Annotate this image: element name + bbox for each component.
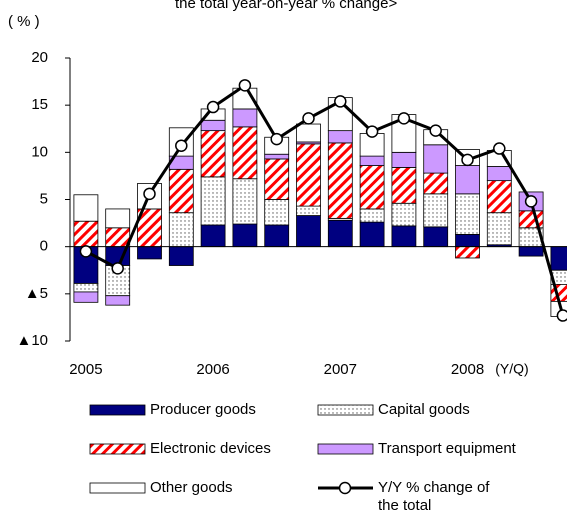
- bar-segment: [168, 246, 194, 266]
- bar-segment: [359, 221, 385, 248]
- bar-segment: [200, 130, 226, 178]
- bar-segment: [296, 205, 321, 216]
- line-marker: [302, 112, 315, 125]
- line-marker: [79, 245, 93, 258]
- bar-segment: [486, 180, 512, 214]
- legend-swatch: [89, 404, 146, 416]
- legend-label: Producer goods: [150, 401, 256, 418]
- legend-swatch: [338, 481, 352, 495]
- bar-segment: [105, 295, 131, 306]
- line-marker: [175, 139, 188, 152]
- bar-segment: [359, 165, 385, 210]
- y-tick-label: 10: [31, 143, 48, 160]
- legend-label: Electronic devices: [150, 440, 271, 457]
- legend-label: Transport equipment: [378, 440, 516, 457]
- bar-segment: [391, 225, 417, 248]
- x-axis-label: (Y/Q): [495, 361, 528, 377]
- line-marker: [270, 132, 283, 146]
- bar-segment: [423, 144, 449, 174]
- bar-segment: [327, 219, 353, 248]
- bar-segment: [200, 119, 226, 132]
- bar-segment: [423, 193, 449, 228]
- x-tick-label: 2007: [324, 361, 357, 378]
- bar-segment: [391, 202, 417, 227]
- bar-segment: [296, 123, 321, 143]
- bar-segment: [327, 130, 353, 144]
- bar-segment: [137, 246, 162, 260]
- line-marker: [206, 100, 220, 114]
- y-tick-label: ▲5: [25, 285, 48, 302]
- bar-segment: [168, 212, 194, 248]
- bar-segment: [423, 172, 449, 195]
- bar-segment: [423, 226, 449, 248]
- bar-segment: [264, 199, 290, 226]
- bar-segment: [168, 168, 194, 214]
- bar-segment: [486, 212, 512, 246]
- bar-segment: [296, 215, 321, 248]
- y-tick-label: 20: [31, 49, 48, 66]
- y-tick-label: ▲10: [16, 332, 48, 349]
- line-marker: [556, 309, 567, 322]
- line-marker: [111, 262, 124, 275]
- x-tick-label: 2006: [196, 361, 229, 378]
- bar-segment: [200, 224, 226, 248]
- legend-swatch: [317, 443, 374, 455]
- chart-title: the total year-on-year % change>: [175, 0, 397, 12]
- bar-segment: [518, 246, 544, 257]
- legend-swatch: [89, 443, 146, 455]
- bar-segment: [232, 108, 258, 128]
- legend-label: Capital goods: [378, 401, 470, 418]
- line-marker: [461, 153, 474, 167]
- bar-segment: [359, 155, 385, 166]
- bar-segment: [518, 210, 544, 229]
- line-marker: [238, 79, 252, 92]
- bar-segment: [296, 143, 321, 207]
- bar-segment: [264, 153, 290, 160]
- line-marker: [429, 124, 442, 137]
- line-marker: [524, 195, 538, 208]
- bar-segment: [105, 208, 131, 229]
- legend-swatch: [89, 482, 146, 494]
- line-marker: [397, 112, 411, 125]
- bar-segment: [264, 158, 290, 200]
- bar-segment: [232, 178, 258, 225]
- bar-segment: [455, 193, 480, 235]
- y-tick-label: 0: [40, 238, 48, 255]
- y-axis-label: ( % ): [8, 13, 40, 30]
- bar-segment: [550, 246, 567, 271]
- line-marker: [365, 125, 379, 138]
- bar-segment: [73, 220, 99, 248]
- bar-segment: [486, 166, 512, 182]
- x-tick-label: 2008: [451, 361, 484, 378]
- bar-segment: [105, 227, 131, 248]
- bar-segment: [455, 165, 480, 195]
- bar-segment: [73, 194, 99, 222]
- y-tick-label: 5: [40, 190, 48, 207]
- bar-segment: [232, 126, 258, 180]
- bar-segment: [232, 223, 258, 248]
- line-marker: [493, 142, 506, 155]
- bar-segment: [455, 246, 480, 259]
- line-marker: [334, 95, 347, 108]
- bar-segment: [200, 176, 226, 226]
- legend-label: Other goods: [150, 479, 233, 496]
- bar-segment: [264, 224, 290, 248]
- bar-segment: [327, 142, 353, 219]
- bar-segment: [359, 208, 385, 223]
- bar-segment: [391, 151, 417, 168]
- legend-label: Y/Y % change of the total: [378, 479, 490, 514]
- line-marker: [143, 187, 156, 201]
- bar-segment: [73, 291, 99, 303]
- line: [85, 83, 565, 316]
- bar-segment: [455, 234, 480, 248]
- bar-segment: [391, 167, 417, 204]
- legend-swatch: [317, 404, 374, 416]
- x-tick-label: 2005: [69, 361, 102, 378]
- y-tick-label: 15: [31, 96, 48, 113]
- bar-segment: [73, 283, 99, 293]
